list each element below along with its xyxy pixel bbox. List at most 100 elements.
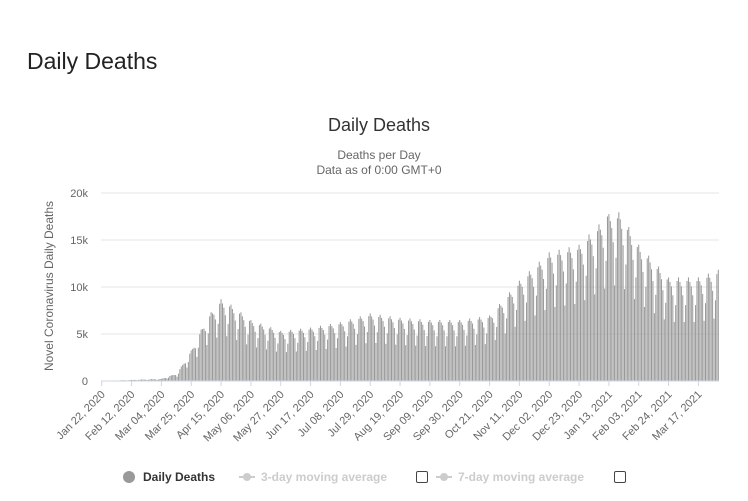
bar bbox=[278, 332, 280, 381]
bar bbox=[335, 347, 337, 381]
bar bbox=[217, 323, 219, 381]
bar bbox=[419, 319, 421, 381]
bar bbox=[639, 252, 641, 381]
bar bbox=[672, 295, 674, 381]
y-tick-label: 15k bbox=[70, 235, 88, 247]
bar bbox=[497, 308, 499, 381]
bar bbox=[221, 303, 223, 381]
bar bbox=[443, 330, 445, 381]
bar bbox=[560, 255, 562, 381]
bar bbox=[565, 283, 567, 381]
bar bbox=[212, 313, 214, 381]
bar bbox=[477, 319, 479, 381]
legend-item-7-day-moving-average[interactable]: 7-day moving average bbox=[436, 465, 584, 489]
bar bbox=[131, 379, 133, 381]
legend-label: Daily Deaths bbox=[143, 470, 216, 484]
bar bbox=[670, 286, 672, 381]
bar bbox=[175, 375, 177, 381]
bar bbox=[271, 330, 273, 381]
bar bbox=[418, 321, 420, 381]
bar bbox=[496, 326, 498, 381]
bar bbox=[406, 335, 408, 381]
bar bbox=[447, 322, 449, 381]
bar bbox=[210, 312, 212, 381]
bar bbox=[636, 246, 638, 381]
bar bbox=[150, 379, 152, 381]
bar bbox=[142, 379, 144, 381]
bar bbox=[194, 348, 196, 381]
bar bbox=[459, 319, 461, 381]
bar bbox=[209, 316, 211, 381]
bar bbox=[408, 320, 410, 381]
legend-item-3-day-moving-average[interactable]: 3-day moving average bbox=[239, 465, 387, 489]
bar bbox=[632, 259, 634, 381]
bar bbox=[687, 277, 689, 381]
bar bbox=[413, 329, 415, 381]
bar bbox=[172, 375, 174, 381]
bar bbox=[135, 379, 137, 381]
bar bbox=[240, 312, 242, 381]
bar bbox=[470, 320, 472, 381]
bar bbox=[149, 379, 151, 381]
bar bbox=[714, 300, 716, 381]
bar bbox=[300, 328, 302, 381]
bar bbox=[230, 304, 232, 381]
bar bbox=[381, 317, 383, 381]
bar bbox=[504, 333, 506, 381]
bar bbox=[186, 367, 188, 381]
bar bbox=[213, 314, 215, 381]
bar bbox=[143, 379, 145, 381]
bar bbox=[692, 295, 694, 381]
bar bbox=[310, 327, 312, 381]
bar bbox=[243, 320, 245, 381]
bar bbox=[337, 338, 339, 381]
bar bbox=[697, 277, 699, 381]
bar bbox=[190, 350, 192, 381]
bar bbox=[227, 323, 229, 381]
7-day-average-checkbox[interactable] bbox=[614, 471, 626, 483]
bar bbox=[429, 319, 431, 381]
bar bbox=[352, 323, 354, 381]
bar bbox=[602, 247, 604, 381]
3-day-average-checkbox[interactable] bbox=[416, 471, 428, 483]
bar bbox=[132, 379, 134, 381]
legend-label: 3-day moving average bbox=[261, 470, 388, 484]
bar bbox=[216, 337, 218, 381]
bar bbox=[552, 273, 554, 381]
bar bbox=[523, 294, 525, 381]
bar bbox=[700, 285, 702, 381]
bar bbox=[258, 325, 260, 381]
bar bbox=[156, 379, 158, 381]
bar bbox=[575, 281, 577, 381]
bar bbox=[148, 379, 150, 381]
bar bbox=[224, 315, 226, 381]
bar bbox=[270, 327, 272, 381]
bar bbox=[446, 336, 448, 381]
legend-item-daily-deaths[interactable]: Daily Deaths bbox=[123, 465, 215, 489]
bar bbox=[311, 329, 313, 381]
bar bbox=[625, 264, 627, 381]
bar bbox=[518, 280, 520, 381]
bar bbox=[369, 313, 371, 381]
bar bbox=[452, 325, 454, 381]
bar bbox=[267, 340, 269, 381]
bar bbox=[561, 260, 563, 381]
bar bbox=[666, 279, 668, 381]
bar bbox=[579, 249, 581, 381]
bar bbox=[462, 324, 464, 381]
bar bbox=[415, 345, 417, 381]
bar bbox=[427, 321, 429, 381]
bar bbox=[420, 321, 422, 381]
bar bbox=[159, 378, 161, 381]
bar bbox=[346, 336, 348, 381]
bar bbox=[344, 331, 346, 381]
bar bbox=[642, 272, 644, 381]
bar bbox=[160, 378, 162, 381]
bar bbox=[686, 280, 688, 381]
bar bbox=[170, 375, 172, 381]
bar bbox=[699, 281, 701, 381]
bar bbox=[372, 319, 374, 381]
bar bbox=[257, 338, 259, 381]
bar bbox=[571, 258, 573, 381]
